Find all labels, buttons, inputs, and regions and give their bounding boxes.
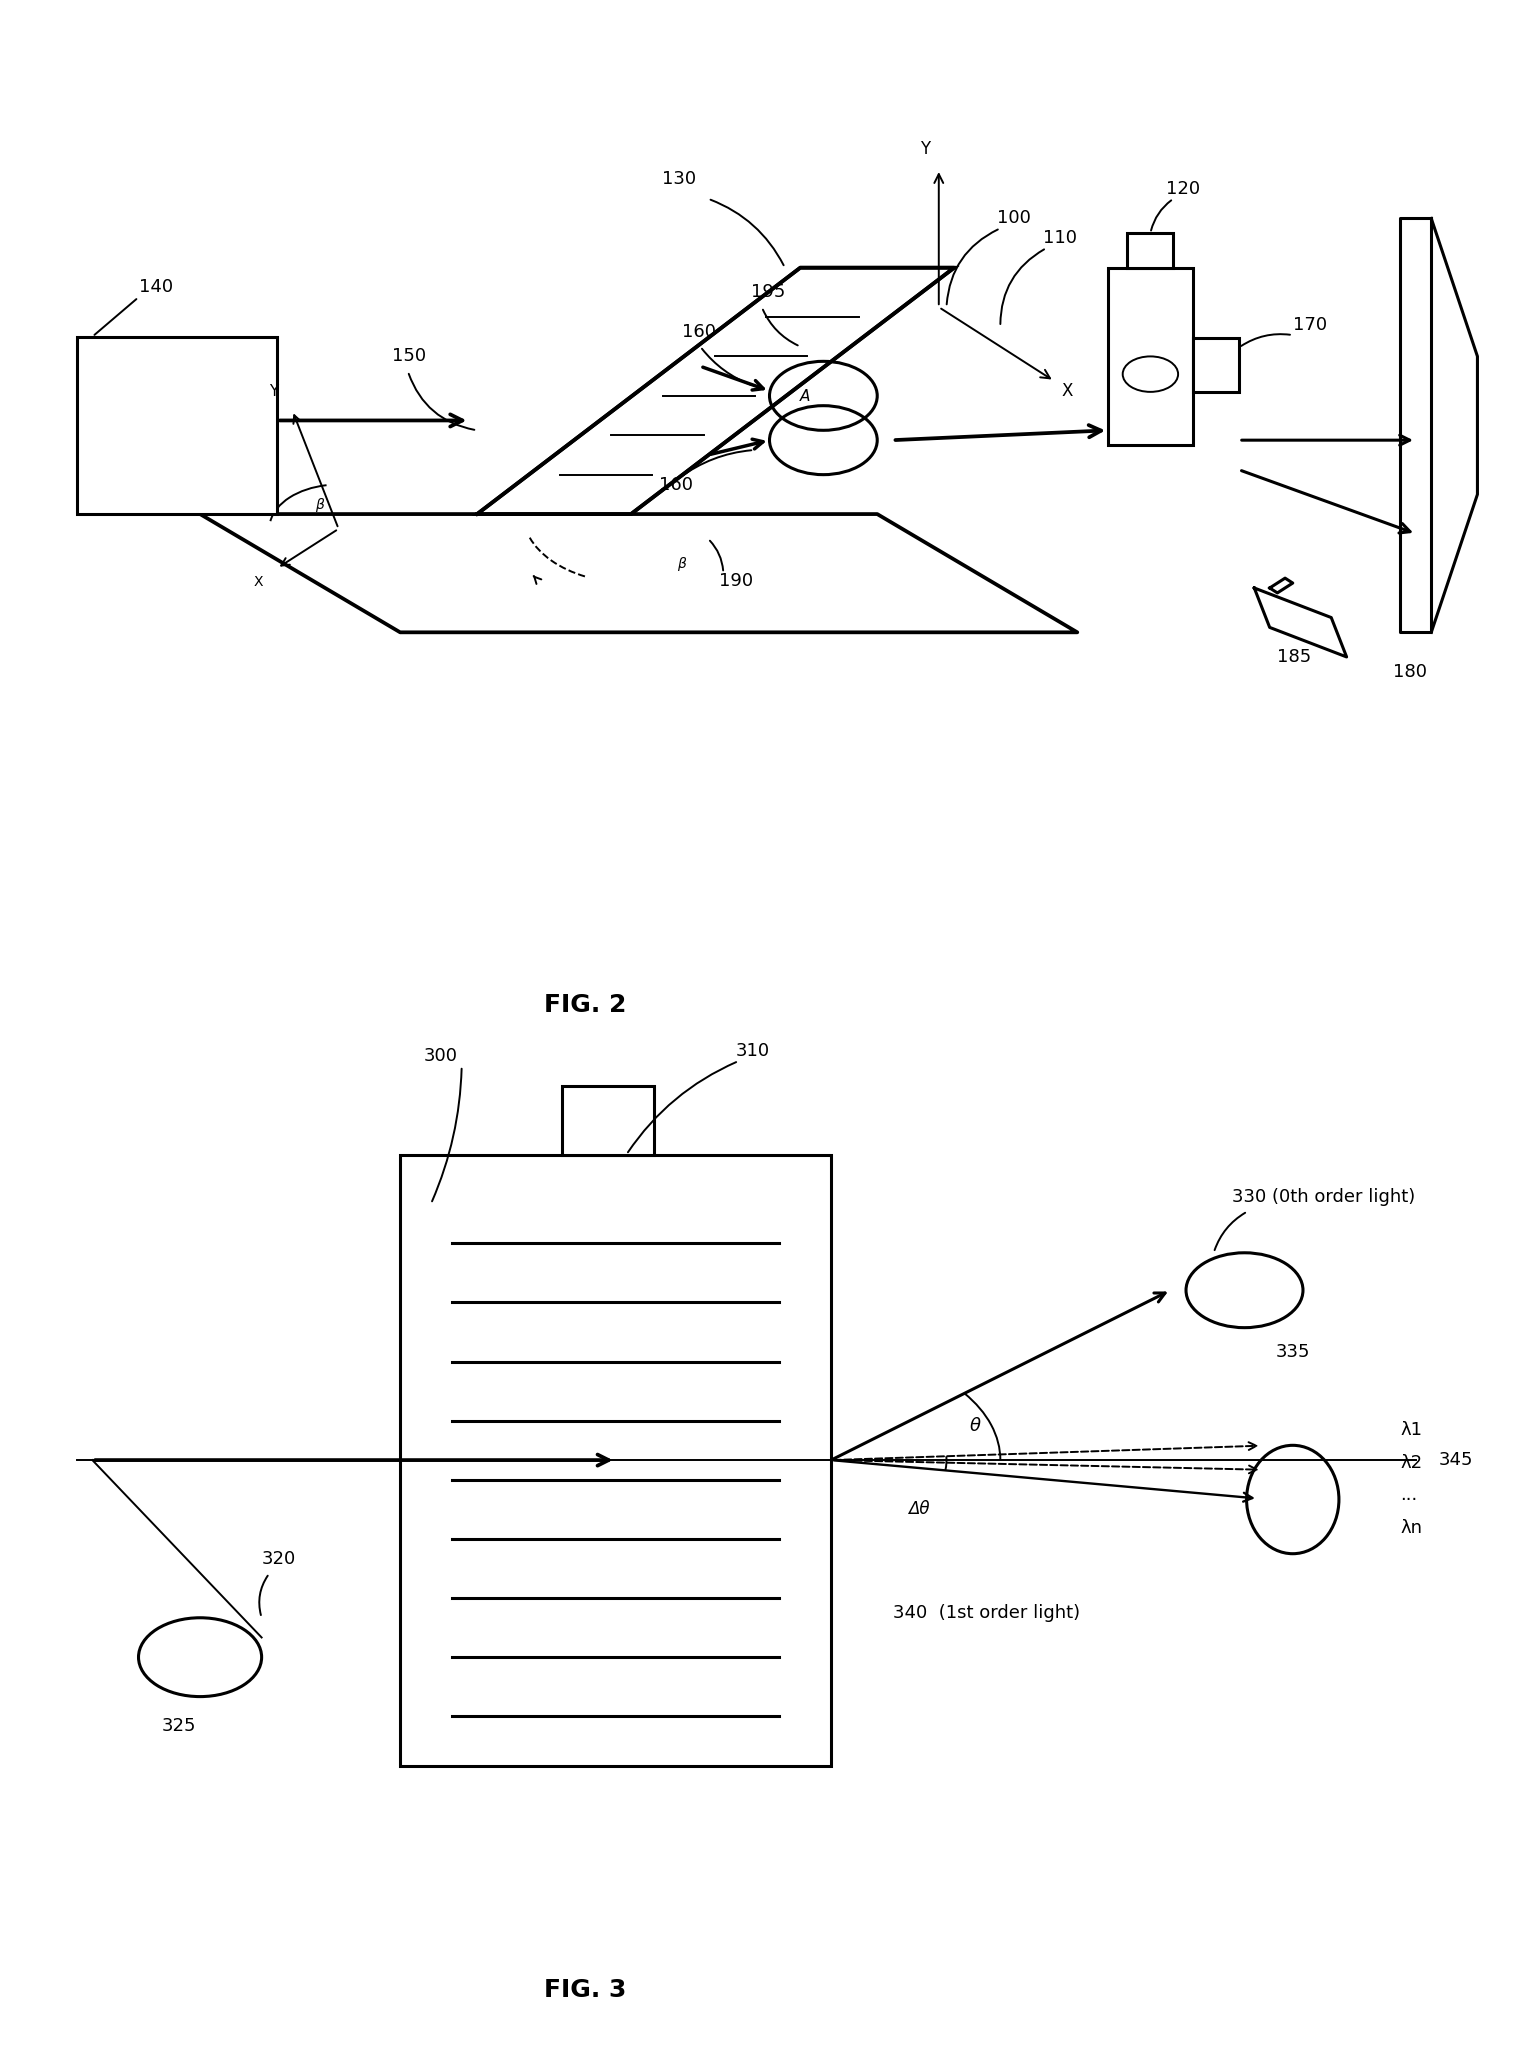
Text: 140: 140 (139, 279, 172, 296)
Text: 150: 150 (392, 347, 426, 365)
Text: 300: 300 (423, 1047, 457, 1066)
Text: 170: 170 (1293, 316, 1327, 335)
Text: 325: 325 (162, 1716, 195, 1735)
Text: Y: Y (920, 140, 931, 158)
Text: 335: 335 (1276, 1343, 1310, 1361)
Text: 100: 100 (997, 209, 1031, 228)
Text: 160: 160 (682, 322, 716, 341)
Text: 190: 190 (719, 573, 753, 589)
FancyBboxPatch shape (400, 1154, 831, 1766)
Text: 180: 180 (1393, 663, 1427, 682)
FancyBboxPatch shape (1127, 234, 1173, 267)
Text: λ2: λ2 (1400, 1454, 1422, 1472)
FancyBboxPatch shape (1193, 337, 1239, 392)
Text: 110: 110 (1043, 230, 1077, 246)
Text: λ1: λ1 (1400, 1421, 1422, 1439)
Text: 330 (0th order light): 330 (0th order light) (1233, 1187, 1416, 1205)
Text: 320: 320 (262, 1550, 295, 1568)
Text: 340  (1st order light): 340 (1st order light) (893, 1603, 1080, 1622)
FancyBboxPatch shape (77, 337, 277, 513)
Text: FIG. 2: FIG. 2 (543, 994, 626, 1016)
Text: 310: 310 (736, 1043, 770, 1059)
Text: 195: 195 (751, 283, 785, 302)
FancyBboxPatch shape (562, 1086, 654, 1154)
Text: ...: ... (1400, 1486, 1417, 1505)
Polygon shape (477, 267, 954, 513)
Text: θ: θ (970, 1417, 980, 1435)
Text: X: X (254, 575, 263, 589)
Text: λn: λn (1400, 1519, 1422, 1538)
Text: Δθ: Δθ (908, 1501, 930, 1519)
FancyBboxPatch shape (1108, 267, 1193, 446)
Text: 185: 185 (1277, 649, 1311, 665)
Text: X: X (1062, 382, 1073, 400)
Text: A: A (800, 388, 811, 404)
Text: 160: 160 (659, 476, 693, 495)
Text: β: β (315, 499, 325, 511)
Text: Y: Y (269, 384, 279, 398)
Text: 130: 130 (662, 170, 696, 189)
Text: FIG. 3: FIG. 3 (543, 1979, 626, 2002)
Text: β: β (677, 556, 686, 571)
Text: 120: 120 (1167, 181, 1200, 197)
Text: 345: 345 (1439, 1451, 1473, 1470)
